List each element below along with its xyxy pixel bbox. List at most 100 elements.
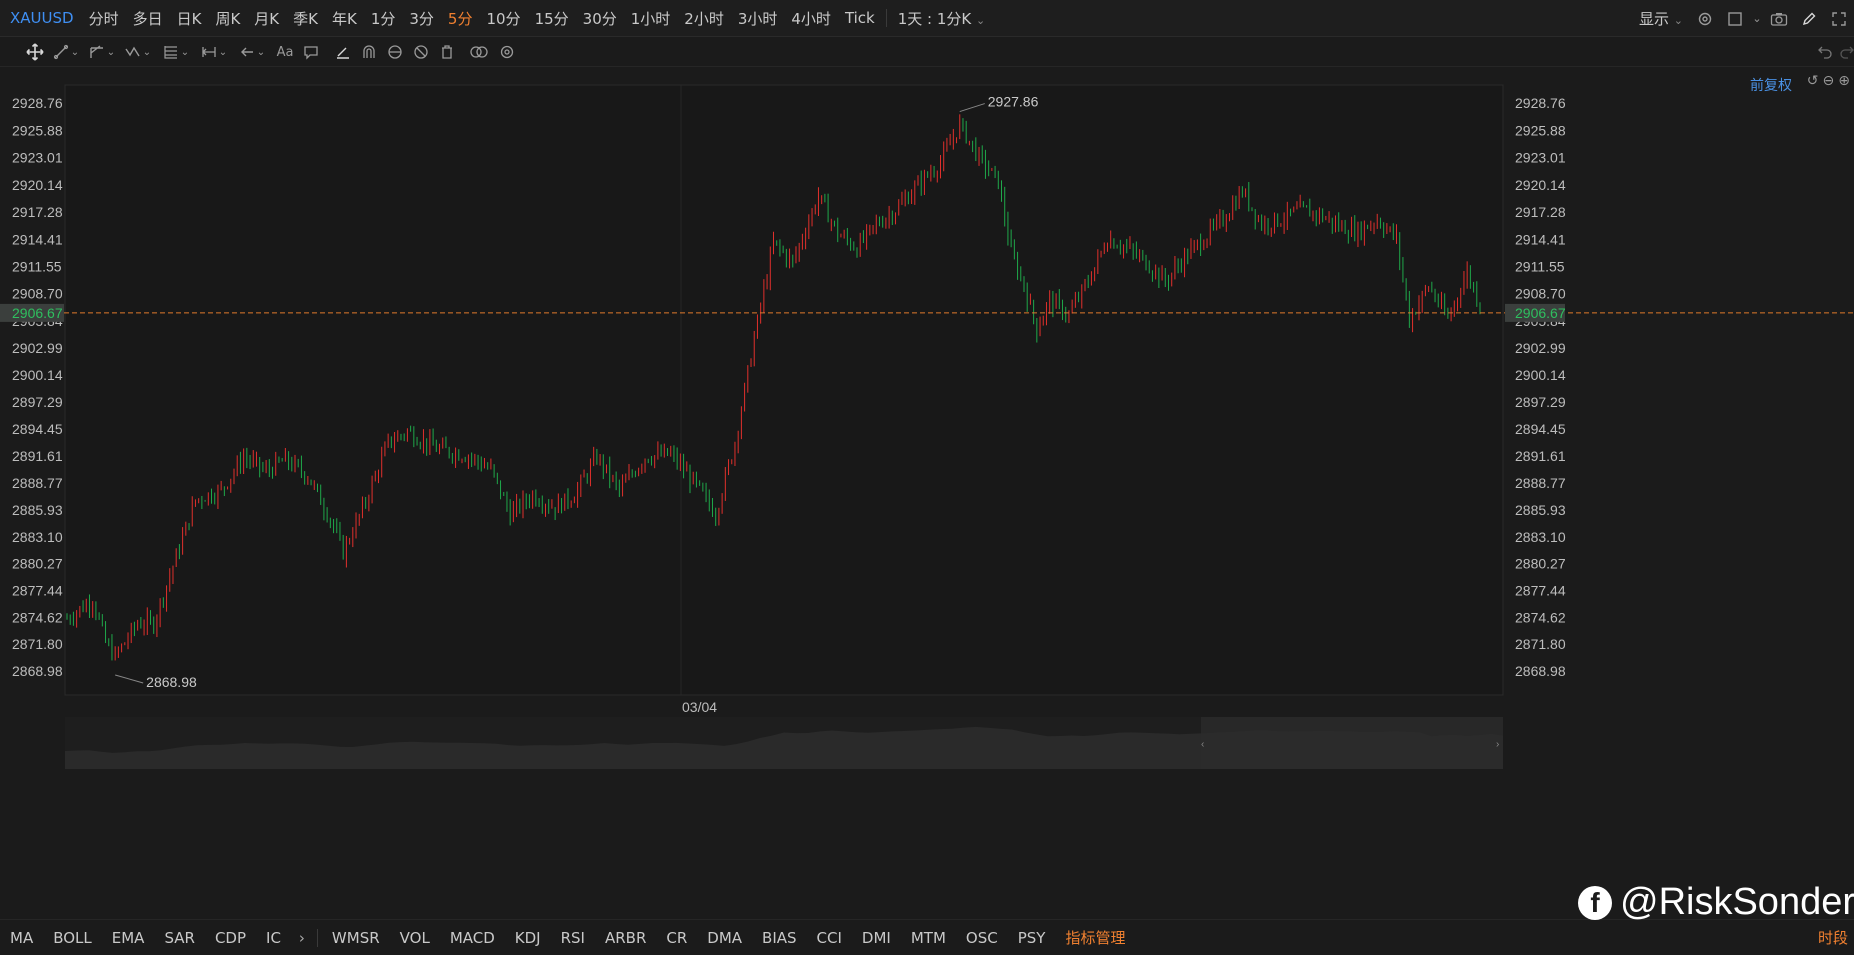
y-tick-label: 2880.27 [1515,556,1566,572]
indicator-tab[interactable]: CR [666,928,688,947]
kline-chart-canvas[interactable]: 2928.76 2928.76 2925.88 2925.88 2923.01 2923.… [0,67,1854,842]
indicator-tab[interactable]: MACD [449,928,495,947]
y-tick-label: 2868.98 [1515,663,1566,679]
zoom-in-icon[interactable]: ⊕ [1838,73,1850,89]
redo-icon[interactable] [1834,41,1854,63]
period-tab[interactable]: 月K [254,9,280,28]
period-tab[interactable]: 年K [331,9,357,28]
chevron-right-icon[interactable]: › [298,928,305,947]
trash-icon[interactable] [434,41,460,63]
magnet-icon[interactable] [356,41,382,63]
move-cross-icon[interactable] [22,41,48,63]
period-tab[interactable]: 2小时 [684,9,724,28]
indicator-tab[interactable]: ARBR [604,928,647,947]
channel-icon[interactable] [84,41,110,63]
period-tab[interactable]: 3分 [409,9,434,28]
indicator-tab[interactable]: IC [266,928,281,947]
display-dropdown[interactable]: 显示 ⌄ [1632,8,1690,29]
zoom-out-icon[interactable]: ⊖ [1822,73,1835,89]
layout-icon[interactable] [1720,0,1750,37]
period-tab[interactable]: Tick [844,9,875,27]
chevron-down-icon[interactable]: ⌄ [256,46,266,58]
indicator-tab[interactable]: DMI [861,928,891,947]
indicator-manager-button[interactable]: 指标管理 [1065,929,1126,947]
settings-icon[interactable] [494,41,520,63]
period-tab[interactable]: 3小时 [737,9,778,28]
y-tick-label: 2877.44 [1515,583,1566,599]
period-tab[interactable]: 1小时 [630,9,671,28]
period-tab[interactable]: 1分 [370,9,396,28]
y-tick-label: 2897.29 [12,394,63,410]
reset-icon[interactable]: ↺ [1806,73,1819,89]
indicator-tab[interactable]: VOL [399,928,430,947]
comment-icon[interactable] [298,41,324,63]
chevron-down-icon[interactable]: ⌄ [142,46,152,58]
candles [66,114,1481,661]
undo-icon[interactable] [1812,41,1838,63]
kline-chart[interactable]: 2928.76 2928.76 2925.88 2925.88 2923.01 2923.… [0,67,1854,842]
draw-pen-icon[interactable] [330,41,356,63]
wave-pattern-icon[interactable] [120,41,146,63]
lock-drawing-icon[interactable] [382,41,408,63]
indicator-tab[interactable]: MTM [910,928,946,947]
trend-line-icon[interactable] [48,41,74,63]
indicator-tab[interactable]: RSI [560,928,585,947]
indicator-tab[interactable]: KDJ [514,928,541,947]
chevron-down-icon: ⌄ [976,13,986,27]
current-price-tag-right [1505,303,1565,322]
indicator-tab[interactable]: BIAS [762,928,797,947]
y-tick-label: 2911.55 [1515,259,1565,275]
y-tick-label: 2880.27 [12,556,63,572]
y-tick-label: 2885.93 [12,502,63,518]
fullscreen-icon[interactable] [1824,0,1854,37]
y-tick-label: 2871.80 [1515,636,1566,652]
text-tool-icon[interactable]: Aa [276,44,294,60]
indicator-tab[interactable]: MA [10,928,34,947]
indicator-tab[interactable]: SAR [164,928,195,947]
measure-icon[interactable] [196,41,222,63]
gear-icon[interactable] [1690,0,1720,37]
indicator-tab[interactable]: DMA [707,928,743,947]
session-button[interactable]: 时段 [1817,929,1848,947]
indicator-tab[interactable]: CDP [214,928,247,947]
y-tick-label: 2914.41 [1515,231,1566,247]
indicator-tab[interactable]: WMSR [331,928,380,947]
y-tick-label: 2925.88 [1515,122,1566,138]
period-tab[interactable]: 分时 [88,9,119,28]
chevron-down-icon[interactable]: ⌄ [180,46,190,58]
chevron-down-icon[interactable]: ⌄ [70,46,80,58]
adjust-mode-button[interactable]: 前复权 [1750,78,1792,94]
period-tab[interactable]: 日K [176,9,202,28]
chevron-down-icon[interactable]: ⌄ [106,46,116,58]
hide-drawing-icon[interactable] [408,41,434,63]
period-tab[interactable]: 多日 [132,9,163,28]
camera-icon[interactable] [1764,0,1794,37]
y-tick-label: 2917.28 [12,204,63,220]
period-tab[interactable]: 30分 [582,9,617,28]
period-tab[interactable]: 5分 [447,9,473,28]
period-tab[interactable]: 4小时 [791,9,831,28]
period-tab[interactable]: 15分 [534,9,569,28]
chevron-down-icon[interactable]: ⌄ [218,46,228,58]
period-tab[interactable]: 季K [293,9,318,28]
chevron-down-icon[interactable]: ⌄ [1752,12,1762,25]
y-tick-label: 2925.88 [12,122,63,138]
period-tab[interactable]: 周K [215,9,241,28]
facebook-icon: f [1578,885,1612,920]
indicator-tab[interactable]: BOLL [53,928,92,947]
pencil-icon[interactable] [1794,0,1824,37]
indicator-tab[interactable]: EMA [111,928,145,947]
fibonacci-icon[interactable] [158,41,184,63]
indicator-tab[interactable]: OSC [965,928,998,947]
y-tick-label: 2874.62 [12,609,63,625]
indicator-tab[interactable]: PSY [1017,928,1046,947]
indicator-tab[interactable]: CCI [816,928,842,947]
arrow-left-icon[interactable] [234,41,260,63]
y-tick-label: 2894.45 [12,421,63,437]
range-select[interactable]: 1天 : 1分K ⌄ [891,8,993,29]
y-tick-label: 2871.80 [12,636,63,652]
symbol-label[interactable]: XAUUSD [10,9,74,27]
compare-icon[interactable] [466,41,492,63]
period-tab[interactable]: 10分 [486,9,521,28]
current-price-label: 2906.67 [1515,305,1566,321]
